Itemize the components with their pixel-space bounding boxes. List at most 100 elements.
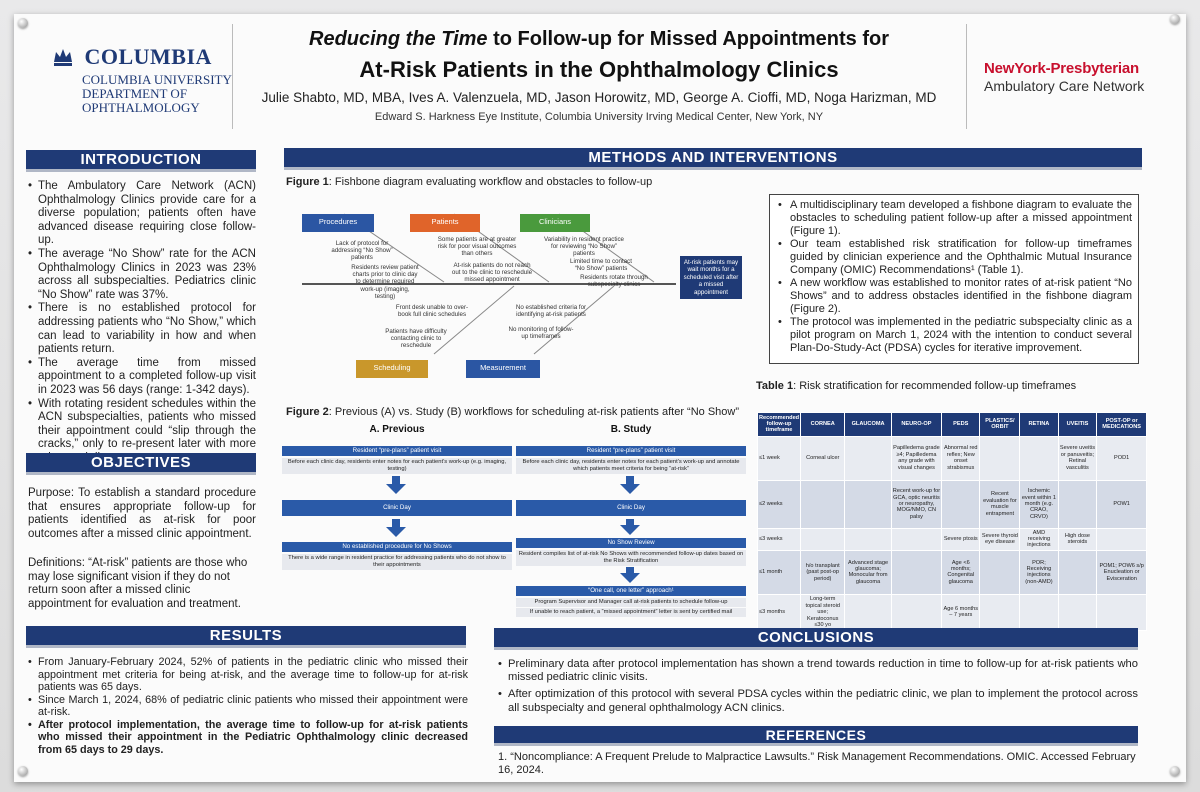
fishbone-cause: Some patients are at greater risk for po… <box>437 236 517 258</box>
table-cell <box>890 549 943 595</box>
references-list: 1. “Noncompliance: A Frequent Prelude to… <box>498 751 1138 776</box>
table-cell <box>1019 435 1059 481</box>
table-cell <box>844 527 892 551</box>
fishbone-cause: Residents review patient charts prior to… <box>351 264 419 300</box>
methods-bullet: A multidisciplinary team developed a fis… <box>776 199 1132 238</box>
pushpin-bottom-left <box>18 766 28 776</box>
columbia-subtitle-3: OPHTHALMOLOGY <box>82 100 200 115</box>
table-row: ≤1 week Corneal ulcer Papilledema grade … <box>756 435 1147 481</box>
fishbone-outcome: At-risk patients may wait months for a s… <box>680 256 742 300</box>
table-cell: ≤2 weeks <box>756 479 802 529</box>
title-line-1: Reducing the Time to Follow-up for Misse… <box>239 28 959 51</box>
table-cell: Corneal ulcer <box>800 435 846 481</box>
methods-bullets: A multidisciplinary team developed a fis… <box>769 194 1139 364</box>
fishbone-category-scheduling: Scheduling <box>356 360 428 378</box>
author-list: Julie Shabto, MD, MBA, Ives A. Valenzuel… <box>261 90 937 105</box>
objectives-purpose: Purpose: To establish a standard procedu… <box>28 487 256 540</box>
table-cell <box>1096 527 1147 551</box>
table-cell <box>844 435 892 481</box>
fishbone-diagram: Procedures Patients Clinicians Schedulin… <box>284 194 756 379</box>
fishbone-cause: Front desk unable to over-book full clin… <box>395 304 469 319</box>
results-bullet: Since March 1, 2024, 68% of pediatric cl… <box>28 694 468 719</box>
flow-a-arrow <box>392 519 400 529</box>
figure-2-caption: Figure 2: Previous (A) vs. Study (B) wor… <box>286 406 739 418</box>
columbia-logo: COLUMBIA COLUMBIA UNIVERSITY DEPARTMENT … <box>52 44 232 115</box>
table-cell <box>979 435 1021 481</box>
table-cell: POM1; POW6 s/p Enucleation or Eviscerati… <box>1096 549 1147 595</box>
table-cell <box>1057 479 1098 529</box>
header-divider-right <box>966 24 967 129</box>
table-cell: High dose steroids <box>1057 527 1098 551</box>
flow-b-step-one-call: “One call, one letter” approach¹ <box>516 586 746 596</box>
flow-b-note-call: Program Supervisor and Manager call at-r… <box>516 598 746 607</box>
table-cell <box>979 593 1021 631</box>
table-cell: Abnormal red reflex; New onset strabismu… <box>941 435 981 481</box>
flow-b-note-review: Resident compiles list of at-risk No Sho… <box>516 550 746 566</box>
flow-b-step-preplan: Resident “pre-plans” patient visit <box>516 446 746 456</box>
flow-a-arrow-head <box>386 527 406 537</box>
objectives-heading: OBJECTIVES <box>26 453 256 475</box>
objectives-definitions: Definitions: “At-risk” patients are thos… <box>28 557 248 610</box>
fishbone-cause: At-risk patients do not reach out to the… <box>451 262 533 284</box>
flow-b-arrow <box>626 519 634 527</box>
flow-b-arrow-head <box>620 484 640 494</box>
results-body: From January-February 2024, 52% of patie… <box>28 656 468 756</box>
table-cell: AMD receiving injections <box>1019 527 1059 551</box>
fishbone-cause: Patients have difficulty contacting clin… <box>385 328 447 350</box>
title-line-1-rest: to Follow-up for Missed Appointments for <box>487 28 889 50</box>
results-bullet: From January-February 2024, 52% of patie… <box>28 656 468 694</box>
methods-bullet: The protocol was implemented in the pedi… <box>776 316 1132 355</box>
title-italic: Reducing the Time <box>309 28 488 50</box>
conclusions-bullet: Preliminary data after protocol implemen… <box>498 658 1138 684</box>
risk-stratification-table: Recommended follow-up timeframe CORNEA G… <box>756 412 1147 631</box>
table-header: Recommended follow-up timeframe <box>756 412 802 437</box>
conclusions-heading: CONCLUSIONS <box>494 628 1138 650</box>
flow-b-step-no-show-review: No Show Review <box>516 538 746 548</box>
flow-a-note-variability: There is a wide range in resident practi… <box>282 554 512 570</box>
flow-b-note-preplan: Before each clinic day, residents enter … <box>516 458 746 474</box>
flow-b-note-letter: If unable to reach patient, a “missed ap… <box>516 608 746 617</box>
poster-title-block: Reducing the Time to Follow-up for Misse… <box>239 28 959 123</box>
table-cell: POR; Receiving injections (non-AMD) <box>1019 549 1059 595</box>
conclusions-bullet: After optimization of this protocol with… <box>498 688 1138 714</box>
table-cell: Severe thyroid eye disease <box>979 527 1021 551</box>
table-cell <box>1096 593 1147 631</box>
flow-b-step-clinic-day: Clinic Day <box>516 500 746 516</box>
table-cell <box>941 479 981 529</box>
fishbone-cause: No monitoring of follow-up timeframes <box>508 326 574 341</box>
crown-icon <box>54 49 72 66</box>
table-1-caption: Table 1: Risk stratification for recomme… <box>756 380 1076 392</box>
references-heading: REFERENCES <box>494 726 1138 746</box>
table-header: GLAUCOMA <box>844 412 892 437</box>
fishbone-category-clinicians: Clinicians <box>520 214 590 232</box>
table-cell: Advanced stage glaucoma; Monocular from … <box>844 549 892 595</box>
table-header: CORNEA <box>800 412 846 437</box>
table-header-row: Recommended follow-up timeframe CORNEA G… <box>756 412 1147 437</box>
reference-item: 1. “Noncompliance: A Frequent Prelude to… <box>498 751 1136 776</box>
table-header: PLASTICS/ ORBIT <box>979 412 1021 437</box>
table-cell: Age <6 months; Congenital glaucoma <box>941 549 981 595</box>
flow-b-arrow-head <box>620 525 640 535</box>
research-poster: COLUMBIA COLUMBIA UNIVERSITY DEPARTMENT … <box>14 14 1186 782</box>
fishbone-cause: Variability in resident practice for rev… <box>543 236 624 258</box>
flow-b-arrow <box>626 567 634 575</box>
table-row: ≤2 weeks Recent work-up for GCA, optic n… <box>756 479 1147 529</box>
table-cell: Ischemic event within 1 month (e.g. CRAO… <box>1019 479 1059 529</box>
flow-b-heading: B. Study <box>610 424 652 435</box>
flow-a-heading: A. Previous <box>369 424 425 435</box>
table-cell: Recent evaluation for muscle entrapment <box>979 479 1021 529</box>
table-cell: POD1 <box>1096 435 1147 481</box>
methods-bullet: A new workflow was established to monito… <box>776 277 1132 316</box>
figure-2-text: : Previous (A) vs. Study (B) workflows f… <box>328 406 739 418</box>
conclusions-body: Preliminary data after protocol implemen… <box>498 658 1138 715</box>
intro-bullet: There is no established protocol for add… <box>28 302 256 356</box>
table-row: ≤3 weeks Severe ptosis Severe thyroid ey… <box>756 527 1147 551</box>
title-line-2: At-Risk Patients in the Ophthalmology Cl… <box>359 57 839 82</box>
table-cell: Recent work-up for GCA, optic neuritis o… <box>890 479 943 529</box>
nyp-logo: NewYork-Presbyterian Ambulatory Care Net… <box>984 60 1174 94</box>
fishbone-cause: Lack of protocol for addressing “No Show… <box>331 240 393 262</box>
flow-a-step-preplan: Resident “pre-plans” patient visit <box>282 446 512 456</box>
introduction-heading: INTRODUCTION <box>26 150 256 172</box>
nyp-subtitle: Ambulatory Care Network <box>984 78 1145 94</box>
results-heading: RESULTS <box>26 626 466 648</box>
